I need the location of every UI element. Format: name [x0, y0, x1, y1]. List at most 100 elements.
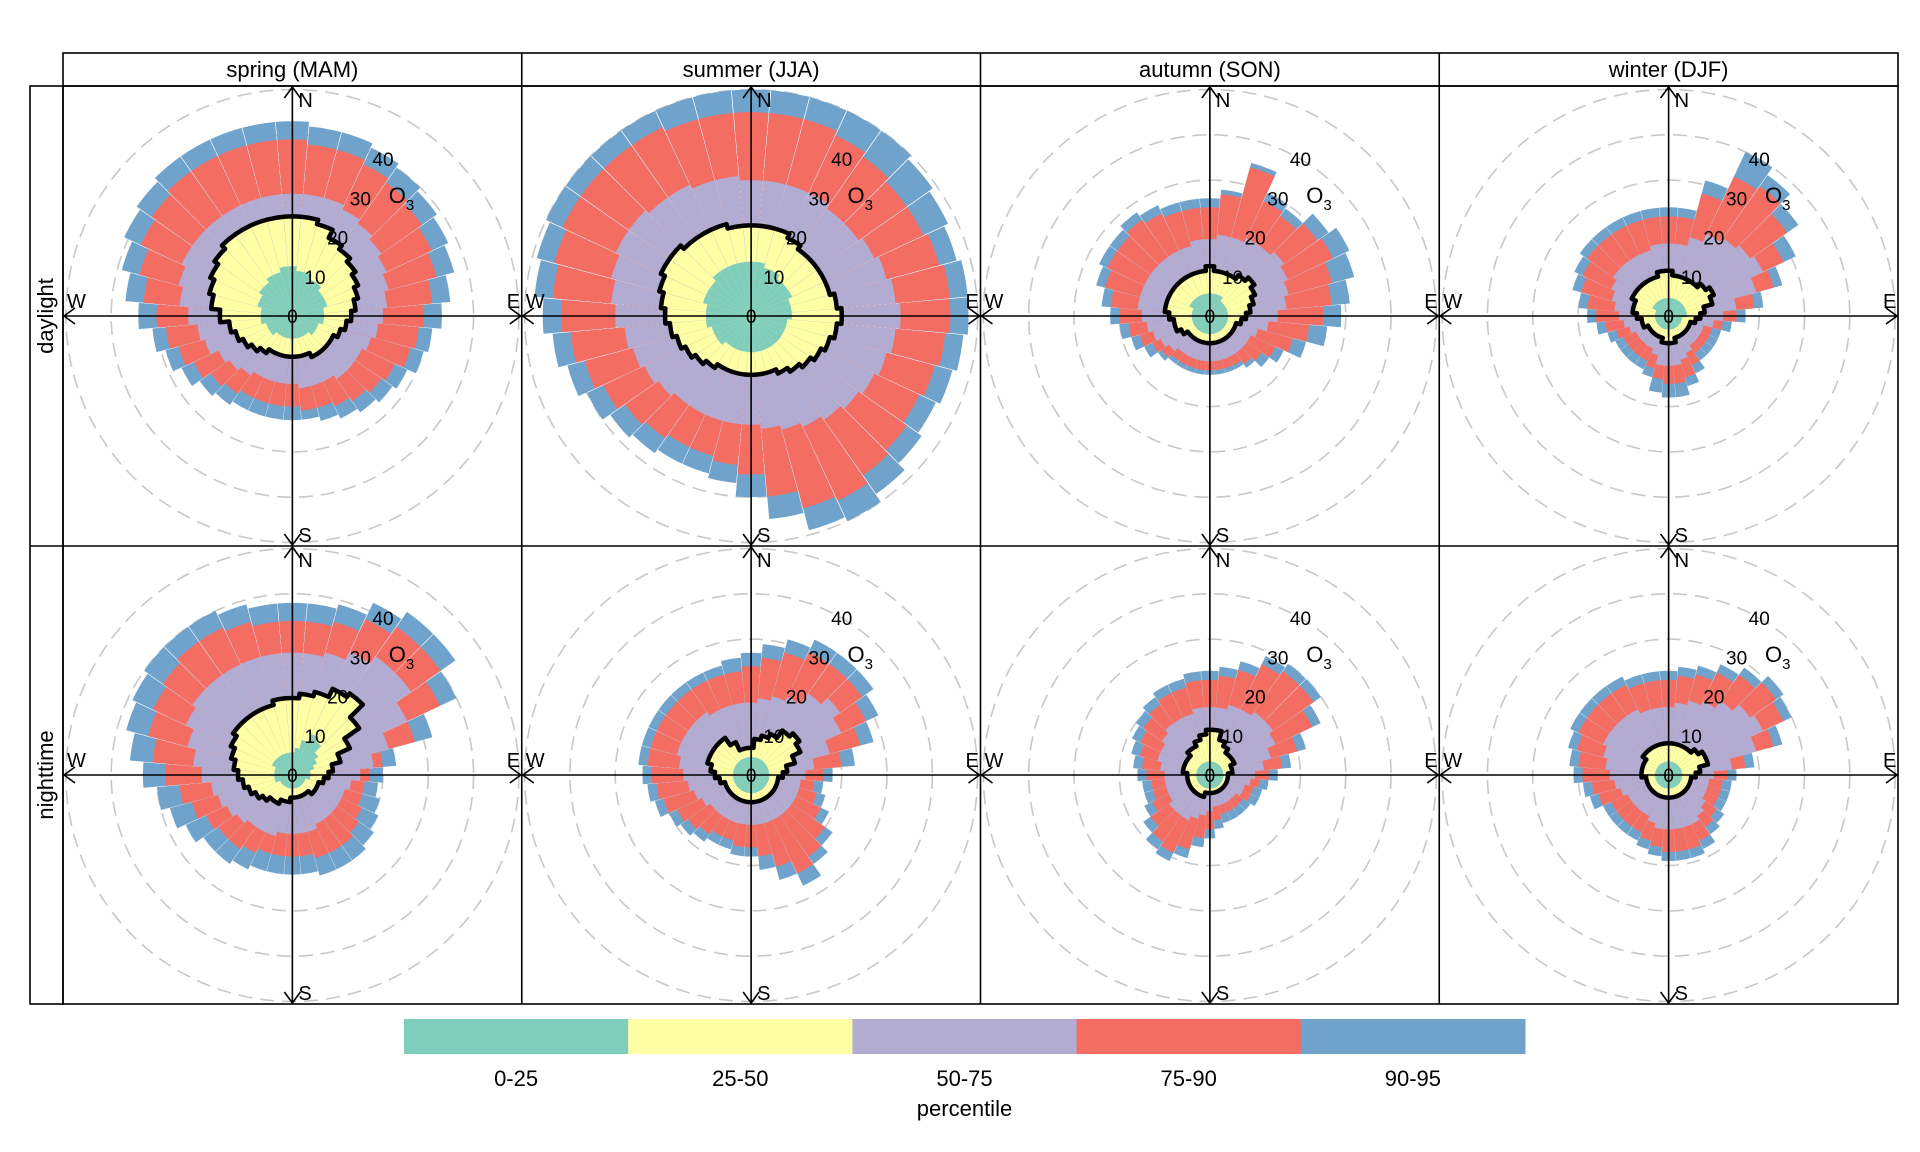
- compass-s: S: [298, 983, 311, 1005]
- wedge: [1655, 316, 1669, 322]
- wedge: [292, 775, 301, 788]
- wedge: [260, 307, 293, 316]
- wedge: [1192, 308, 1210, 316]
- wedge: [286, 316, 293, 339]
- ring-label: 0: [287, 307, 298, 328]
- ring-label: 0: [1663, 766, 1674, 787]
- wedge: [1209, 311, 1228, 316]
- wedge: [733, 775, 752, 783]
- wedge: [260, 316, 293, 325]
- ring-label: 20: [1245, 688, 1266, 709]
- wedge: [292, 316, 317, 332]
- compass-e: E: [966, 750, 979, 772]
- level-0-25: [1196, 761, 1224, 789]
- wedge: [751, 261, 766, 316]
- wedge: [751, 775, 769, 783]
- wedge: [292, 279, 316, 316]
- ring-label: 10: [304, 727, 325, 748]
- ring-label: 20: [786, 229, 807, 250]
- pollutant-label: O3: [389, 183, 414, 214]
- wedge: [1209, 767, 1223, 775]
- wedge: [751, 298, 791, 316]
- wedge: [1660, 775, 1669, 788]
- ring-label: 10: [304, 268, 325, 289]
- wedge: [1193, 297, 1210, 316]
- wedge: [1655, 316, 1669, 320]
- wedge: [273, 272, 293, 316]
- wedge: [284, 775, 293, 788]
- ring-label: 20: [327, 688, 348, 709]
- wedge: [292, 316, 306, 337]
- median-outline: [228, 686, 366, 806]
- wedge: [292, 740, 308, 775]
- wedge: [740, 758, 752, 775]
- wedge: [1668, 763, 1679, 775]
- wedge: [751, 775, 759, 793]
- wedge: [1204, 775, 1210, 789]
- wedge: [1202, 762, 1210, 775]
- wedge: [292, 270, 305, 316]
- wedge: [1668, 316, 1683, 320]
- legend-label-0: 0-25: [494, 1066, 538, 1091]
- wedge: [751, 757, 759, 775]
- wedge: [1668, 316, 1673, 330]
- wedge: [286, 752, 293, 775]
- wedge: [292, 752, 319, 775]
- wedge: [1659, 316, 1669, 328]
- wedge: [1668, 775, 1682, 781]
- wedge: [1195, 316, 1210, 329]
- wedge: [1668, 775, 1673, 789]
- pollutant-label: O3: [848, 642, 873, 673]
- wedge: [1209, 775, 1224, 779]
- compass-axes: [63, 546, 522, 1004]
- pollutant-label: O3: [1306, 183, 1331, 214]
- wedge: [1668, 311, 1687, 316]
- wedge: [1652, 305, 1669, 316]
- compass-w: W: [67, 291, 86, 313]
- wedge: [292, 741, 322, 775]
- wedge: [292, 770, 311, 775]
- wedge: [1668, 298, 1677, 316]
- compass-axes: [521, 86, 981, 546]
- wedge: [280, 775, 293, 783]
- wedge: [737, 261, 752, 316]
- wedge: [1209, 763, 1220, 775]
- ring-label: 10: [1222, 727, 1243, 748]
- wedge: [1209, 293, 1216, 316]
- wedge: [751, 775, 766, 788]
- ring-label: 10: [1681, 268, 1702, 289]
- pollutant-label: O3: [1306, 642, 1331, 673]
- wedge: [751, 775, 756, 794]
- wedge: [273, 759, 293, 775]
- wedge: [276, 316, 293, 335]
- wedge: [292, 316, 319, 328]
- compass-s: S: [1675, 983, 1688, 1005]
- wedge: [292, 272, 312, 316]
- wedge: [1668, 305, 1686, 316]
- ring-label: 10: [1222, 268, 1243, 289]
- wedge: [1668, 316, 1677, 329]
- wedge: [751, 775, 762, 792]
- wedge: [730, 316, 752, 349]
- wedge: [706, 287, 752, 316]
- ring-label: 40: [831, 150, 852, 171]
- legend-label-4: 90-95: [1385, 1066, 1441, 1091]
- wedge: [282, 775, 293, 787]
- level-0-25: [1655, 761, 1683, 789]
- ring-label: 0: [1663, 307, 1674, 328]
- wedge: [751, 775, 764, 790]
- wedge: [292, 282, 322, 316]
- compass-w: W: [1443, 750, 1462, 772]
- wedge: [282, 753, 293, 775]
- wedge: [259, 295, 293, 316]
- compass-w: W: [526, 291, 545, 313]
- wedge: [1209, 308, 1228, 316]
- wedge: [1655, 769, 1669, 775]
- wedge: [706, 316, 752, 328]
- wedge: [1206, 761, 1210, 775]
- wedge: [1668, 769, 1682, 775]
